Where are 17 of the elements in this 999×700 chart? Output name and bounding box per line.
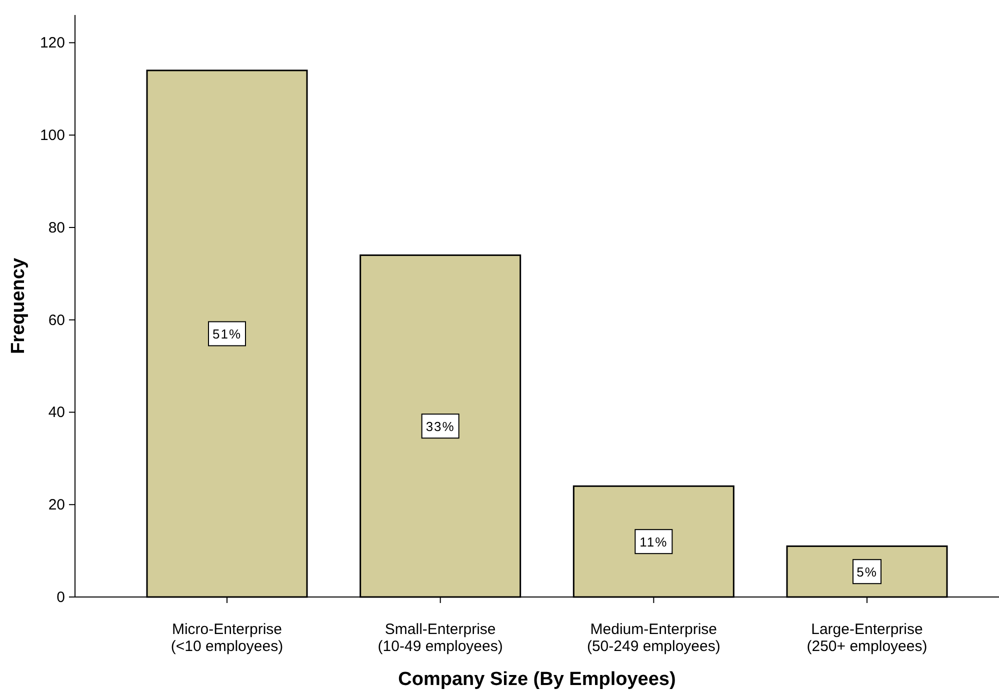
annotation: 33% [426, 419, 455, 434]
x-tick-label: Small-Enterprise (10-49 employees) [378, 621, 503, 655]
y-tick-label: 80 [48, 219, 65, 236]
y-tick-label: 60 [48, 312, 65, 329]
annotation: 51% [212, 326, 242, 342]
annotation: 11% [640, 534, 668, 550]
x-tick-label: Large-Enterprise (250+ employees) [806, 621, 928, 655]
annotation: 5% [856, 564, 878, 580]
x-axis-title: Company Size (By Employees) [398, 669, 676, 690]
y-tick-label: 0 [56, 589, 65, 606]
y-axis-title: Frequency [8, 258, 29, 354]
y-tick-label: 120 [40, 34, 65, 52]
y-tick-label: 100 [40, 127, 65, 144]
x-tick-label: Medium-Enterprise (50-249 employees) [586, 621, 720, 655]
y-tick-label: 20 [48, 496, 65, 514]
y-tick-label: 40 [48, 404, 65, 422]
x-tick-label: Micro-Enterprise (<10 employees) [170, 621, 284, 655]
